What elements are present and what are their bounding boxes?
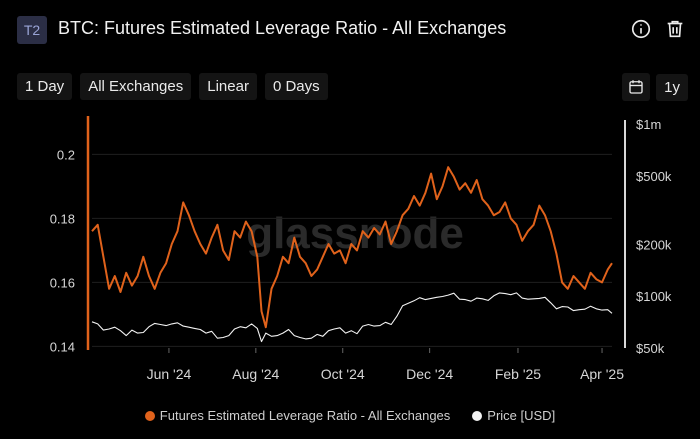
x-tick-label: Apr '25 <box>580 366 624 382</box>
y-right-tick-label: $500k <box>636 169 672 184</box>
x-tick-label: Feb '25 <box>495 366 541 382</box>
watermark: glassnode <box>246 209 464 258</box>
chart-legend: Futures Estimated Leverage Ratio - All E… <box>0 408 700 423</box>
smoothing-select[interactable]: 0 Days <box>264 73 328 100</box>
legend-label-price: Price [USD] <box>487 408 556 423</box>
header-actions <box>628 14 688 44</box>
trash-icon[interactable] <box>662 14 688 44</box>
y-left-tick-label: 0.14 <box>50 339 75 354</box>
series-line-leverage-ratio <box>91 166 613 329</box>
resolution-select[interactable]: 1 Day <box>17 73 73 100</box>
range-select[interactable]: 1y <box>656 73 688 101</box>
legend-item-ratio[interactable]: Futures Estimated Leverage Ratio - All E… <box>144 408 451 423</box>
y-right-tick-label: $200k <box>636 237 672 252</box>
y-left-tick-label: 0.18 <box>50 211 75 226</box>
chart-title: BTC: Futures Estimated Leverage Ratio - … <box>58 18 507 38</box>
chart-header: T2 BTC: Futures Estimated Leverage Ratio… <box>0 0 700 60</box>
y-right-tick-label: $50k <box>636 341 665 356</box>
legend-item-price[interactable]: Price [USD] <box>472 408 555 423</box>
y-left-tick-label: 0.2 <box>57 147 75 162</box>
chart-toolbar: 1 Day All Exchanges Linear 0 Days <box>17 73 328 100</box>
y-left-tick-label: 0.16 <box>50 275 75 290</box>
x-tick-label: Aug '24 <box>232 366 279 382</box>
legend-dot-price <box>472 410 483 421</box>
chart-tag-badge: T2 <box>17 16 47 44</box>
y-right-tick-label: $100k <box>636 289 672 304</box>
scale-select[interactable]: Linear <box>199 73 257 100</box>
info-icon[interactable] <box>628 14 654 44</box>
legend-label-ratio: Futures Estimated Leverage Ratio - All E… <box>159 408 451 423</box>
chart-plot: glassnode 0.14 0.16 0.18 0.2 $50k $100k $200k $5… <box>50 116 672 382</box>
x-tick-label: Dec '24 <box>406 366 453 382</box>
x-tick-label: Jun '24 <box>147 366 192 382</box>
legend-dot-ratio <box>144 410 155 421</box>
y-right-tick-label: $1m <box>636 117 661 132</box>
series-line-price <box>91 292 613 343</box>
exchange-select[interactable]: All Exchanges <box>80 73 192 100</box>
range-controls: 1y <box>622 73 688 101</box>
x-tick-label: Oct '24 <box>321 366 365 382</box>
calendar-icon[interactable] <box>622 73 651 101</box>
